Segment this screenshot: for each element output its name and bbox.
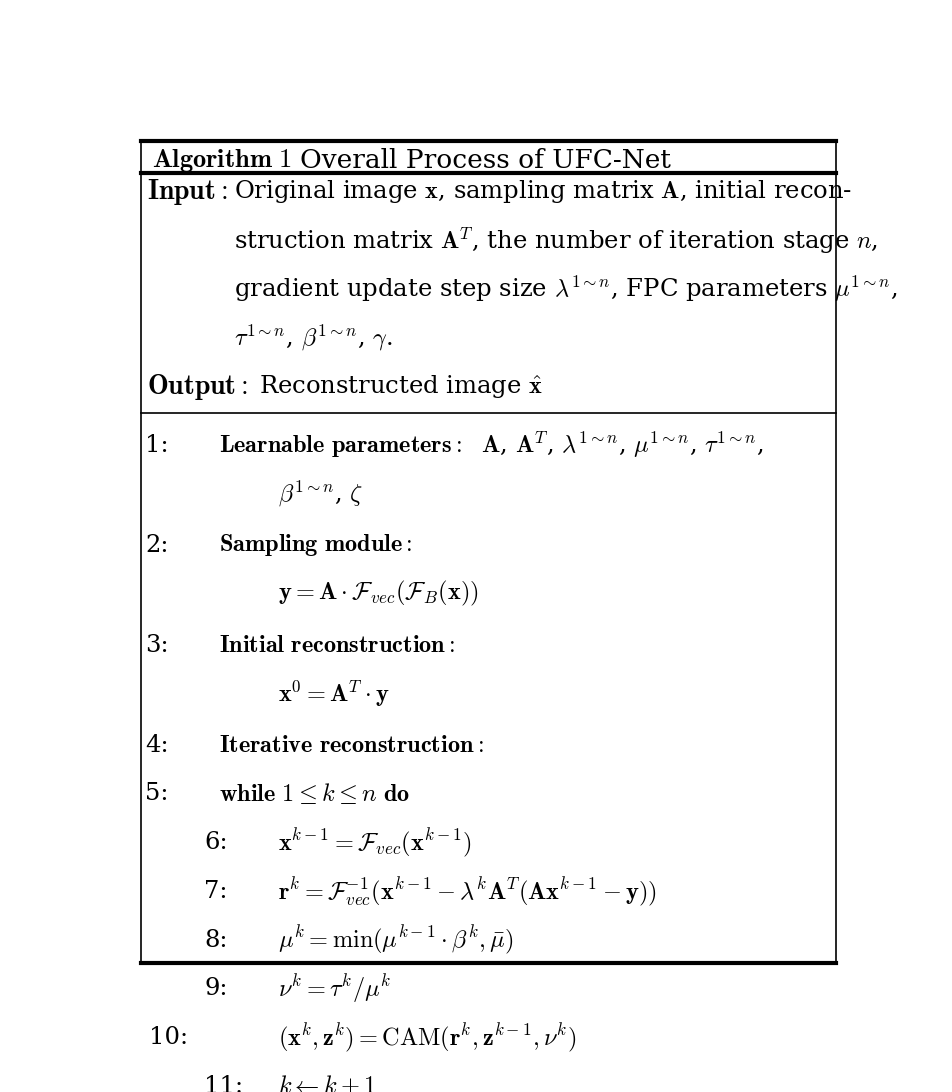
Text: $\nu^k = \tau^k / \mu^k$: $\nu^k = \tau^k / \mu^k$ — [278, 973, 390, 1005]
Text: $\tau^{1{\sim}n}$, $\beta^{1{\sim}n}$, $\gamma$.: $\tau^{1{\sim}n}$, $\beta^{1{\sim}n}$, $… — [233, 323, 391, 353]
Text: 10:: 10: — [149, 1026, 188, 1049]
Text: 6:: 6: — [204, 831, 228, 854]
Text: 5:: 5: — [145, 782, 169, 806]
Text: $\mathbf{r}^k = \mathcal{F}^{-1}_{vec}(\mathbf{x}^{k-1} - \lambda^k \mathbf{A}^T: $\mathbf{r}^k = \mathcal{F}^{-1}_{vec}(\… — [278, 875, 656, 907]
Text: Reconstructed image $\hat{\mathbf{x}}$: Reconstructed image $\hat{\mathbf{x}}$ — [259, 373, 543, 400]
Text: $\mathbf{Algorithm\ 1}$: $\mathbf{Algorithm\ 1}$ — [152, 147, 292, 174]
Text: 2:: 2: — [145, 534, 169, 557]
Text: struction matrix $\mathbf{A}^T$, the number of iteration stage $n$,: struction matrix $\mathbf{A}^T$, the num… — [233, 225, 877, 256]
Text: $(\mathbf{x}^k, \mathbf{z}^k) = \mathrm{CAM}(\mathbf{r}^k, \mathbf{z}^{k-1}, \nu: $(\mathbf{x}^k, \mathbf{z}^k) = \mathrm{… — [278, 1021, 576, 1054]
Text: $\mathbf{x}^{k-1} = \mathcal{F}_{vec}(\mathbf{x}^{k-1})$: $\mathbf{x}^{k-1} = \mathcal{F}_{vec}(\m… — [278, 827, 471, 859]
Text: Overall Process of UFC-Net: Overall Process of UFC-Net — [300, 149, 670, 173]
Text: $\mathbf{while}\ 1 \leq k \leq n\ \mathbf{do}$: $\mathbf{while}\ 1 \leq k \leq n\ \mathb… — [219, 782, 409, 806]
Text: 7:: 7: — [204, 880, 228, 903]
Text: $\mathbf{Iterative\ reconstruction:}$: $\mathbf{Iterative\ reconstruction:}$ — [219, 734, 483, 757]
Text: 1:: 1: — [145, 434, 169, 456]
Text: Original image $\mathbf{x}$, sampling matrix $\mathbf{A}$, initial recon-: Original image $\mathbf{x}$, sampling ma… — [233, 178, 851, 205]
Text: $\beta^{1{\sim}n}$, $\zeta$: $\beta^{1{\sim}n}$, $\zeta$ — [278, 479, 363, 509]
Text: $\mathbf{Output:}$: $\mathbf{Output:}$ — [147, 371, 248, 402]
Text: $\mathbf{Learnable\ parameters:}$  $\mathbf{A}$, $\mathbf{A}^T$, $\lambda^{1{\si: $\mathbf{Learnable\ parameters:}$ $\math… — [219, 430, 763, 461]
Text: 9:: 9: — [204, 977, 228, 1000]
Text: $\mathbf{Input:}$: $\mathbf{Input:}$ — [147, 177, 228, 206]
Text: $\mathbf{Initial\ reconstruction:}$: $\mathbf{Initial\ reconstruction:}$ — [219, 633, 455, 656]
Text: $\mathbf{y} = \mathbf{A} \cdot \mathcal{F}_{vec}(\mathcal{F}_B(\mathbf{x}))$: $\mathbf{y} = \mathbf{A} \cdot \mathcal{… — [278, 580, 478, 608]
Text: 8:: 8: — [204, 928, 228, 952]
Text: 11:: 11: — [204, 1075, 243, 1092]
Text: $\mu^k = \min(\mu^{k-1} \cdot \beta^k, \bar{\mu})$: $\mu^k = \min(\mu^{k-1} \cdot \beta^k, \… — [278, 924, 512, 957]
Text: $k \leftarrow k + 1$: $k \leftarrow k + 1$ — [278, 1075, 375, 1092]
Text: gradient update step size $\lambda^{1{\sim}n}$, FPC parameters $\mu^{1{\sim}n}$,: gradient update step size $\lambda^{1{\s… — [233, 274, 896, 305]
Text: 3:: 3: — [145, 633, 169, 656]
Text: 4:: 4: — [145, 734, 169, 757]
Text: $\mathbf{x}^0 = \mathbf{A}^T \cdot \mathbf{y}$: $\mathbf{x}^0 = \mathbf{A}^T \cdot \math… — [278, 679, 389, 709]
Text: $\mathbf{Sampling\ module:}$: $\mathbf{Sampling\ module:}$ — [219, 532, 412, 558]
